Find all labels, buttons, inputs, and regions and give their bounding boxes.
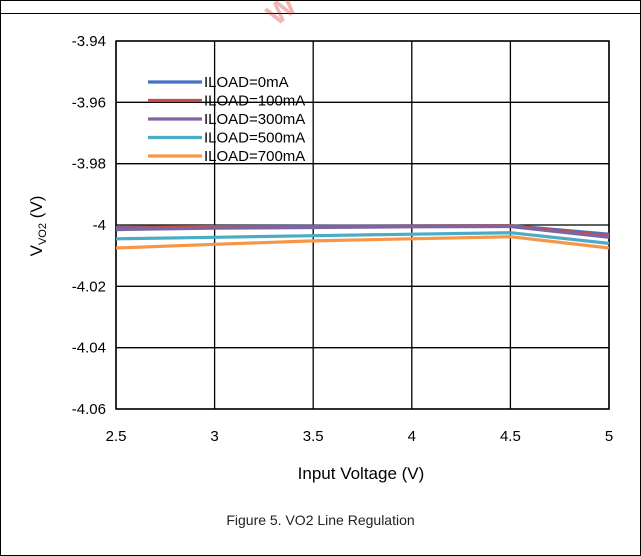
y-tick-label: -4.06 <box>72 401 106 418</box>
x-tick-label: 5 <box>605 428 613 445</box>
x-tick-label: 2.5 <box>106 428 127 445</box>
y-tick-label: -4.02 <box>72 278 106 295</box>
x-tick-label: 3 <box>210 428 218 445</box>
legend-label: ILOAD=100mA <box>204 93 305 110</box>
grid-lines <box>115 40 610 410</box>
plot-area-border <box>115 40 610 410</box>
x-axis-label: Input Voltage (V) <box>298 464 425 483</box>
series-line <box>115 224 610 239</box>
legend-label: ILOAD=300mA <box>204 111 305 128</box>
x-tick-label: 4.5 <box>500 428 521 445</box>
series-line <box>115 231 610 245</box>
legend-label: ILOAD=0mA <box>204 74 289 91</box>
y-axis-label-main: V <box>27 244 46 256</box>
series-line <box>115 235 610 250</box>
figure-caption: Figure 5. VO2 Line Regulation <box>226 512 415 528</box>
y-tick-label: -3.98 <box>72 156 106 173</box>
legend-label: ILOAD=700mA <box>204 148 305 165</box>
line-chart: -3.94 -3.96 -3.98 -4 -4.02 -4.04 -4.062.5 3 3.5 4… <box>27 33 613 483</box>
y-axis-label: VVO2 (V) <box>27 196 49 257</box>
y-axis-label-sub: VO2 <box>37 223 49 245</box>
x-tick-label: 3.5 <box>303 428 324 445</box>
y-tick-label: -4 <box>93 217 106 234</box>
series-lines <box>115 224 610 250</box>
y-tick-label: -3.96 <box>72 94 106 111</box>
y-tick-label: -3.94 <box>72 33 106 50</box>
y-tick-label: -4.04 <box>72 340 106 357</box>
legend-label: ILOAD=500mA <box>204 130 305 147</box>
x-tick-label: 4 <box>408 428 416 445</box>
top-divider <box>0 13 641 14</box>
y-axis-label-unit: (V) <box>27 196 46 223</box>
tick-labels: -3.94 -3.96 -3.98 -4 -4.02 -4.04 -4.062.5 3 3.5 4… <box>72 33 613 445</box>
